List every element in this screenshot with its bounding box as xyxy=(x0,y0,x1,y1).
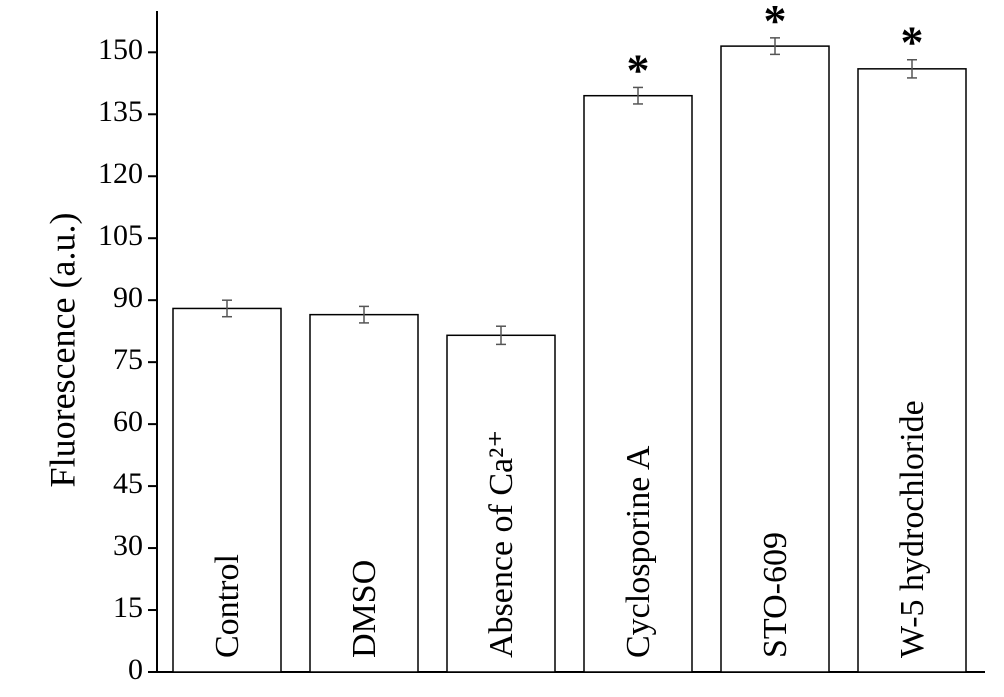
bar xyxy=(720,45,830,673)
y-tick-label: 90 xyxy=(113,281,143,314)
significance-mark: * xyxy=(627,44,650,95)
y-tick-label: 75 xyxy=(113,343,143,376)
y-tick-label: 135 xyxy=(98,95,143,128)
category-label: Cyclosporine A xyxy=(620,445,657,658)
y-tick-label: 60 xyxy=(113,405,143,438)
bar xyxy=(857,68,967,673)
category-label: DMSO xyxy=(346,560,383,658)
y-tick-label: 0 xyxy=(128,653,143,686)
significance-mark: * xyxy=(764,0,787,46)
y-tick-label: 15 xyxy=(113,591,143,624)
y-tick-label: 30 xyxy=(113,529,143,562)
y-tick-label: 120 xyxy=(98,157,143,190)
category-label: Absence of Ca²⁺ xyxy=(483,430,520,658)
y-axis-title: Fluorescence (a.u.) xyxy=(42,213,82,488)
bar xyxy=(446,334,556,673)
category-label: STO-609 xyxy=(757,532,794,658)
bar xyxy=(309,313,419,673)
bar xyxy=(172,307,282,673)
category-label: Control xyxy=(209,554,246,658)
significance-mark: * xyxy=(901,17,924,68)
y-tick-label: 45 xyxy=(113,467,143,500)
y-tick-label: 150 xyxy=(98,33,143,66)
y-tick-label: 105 xyxy=(98,219,143,252)
category-label: W-5 hydrochloride xyxy=(894,400,931,658)
